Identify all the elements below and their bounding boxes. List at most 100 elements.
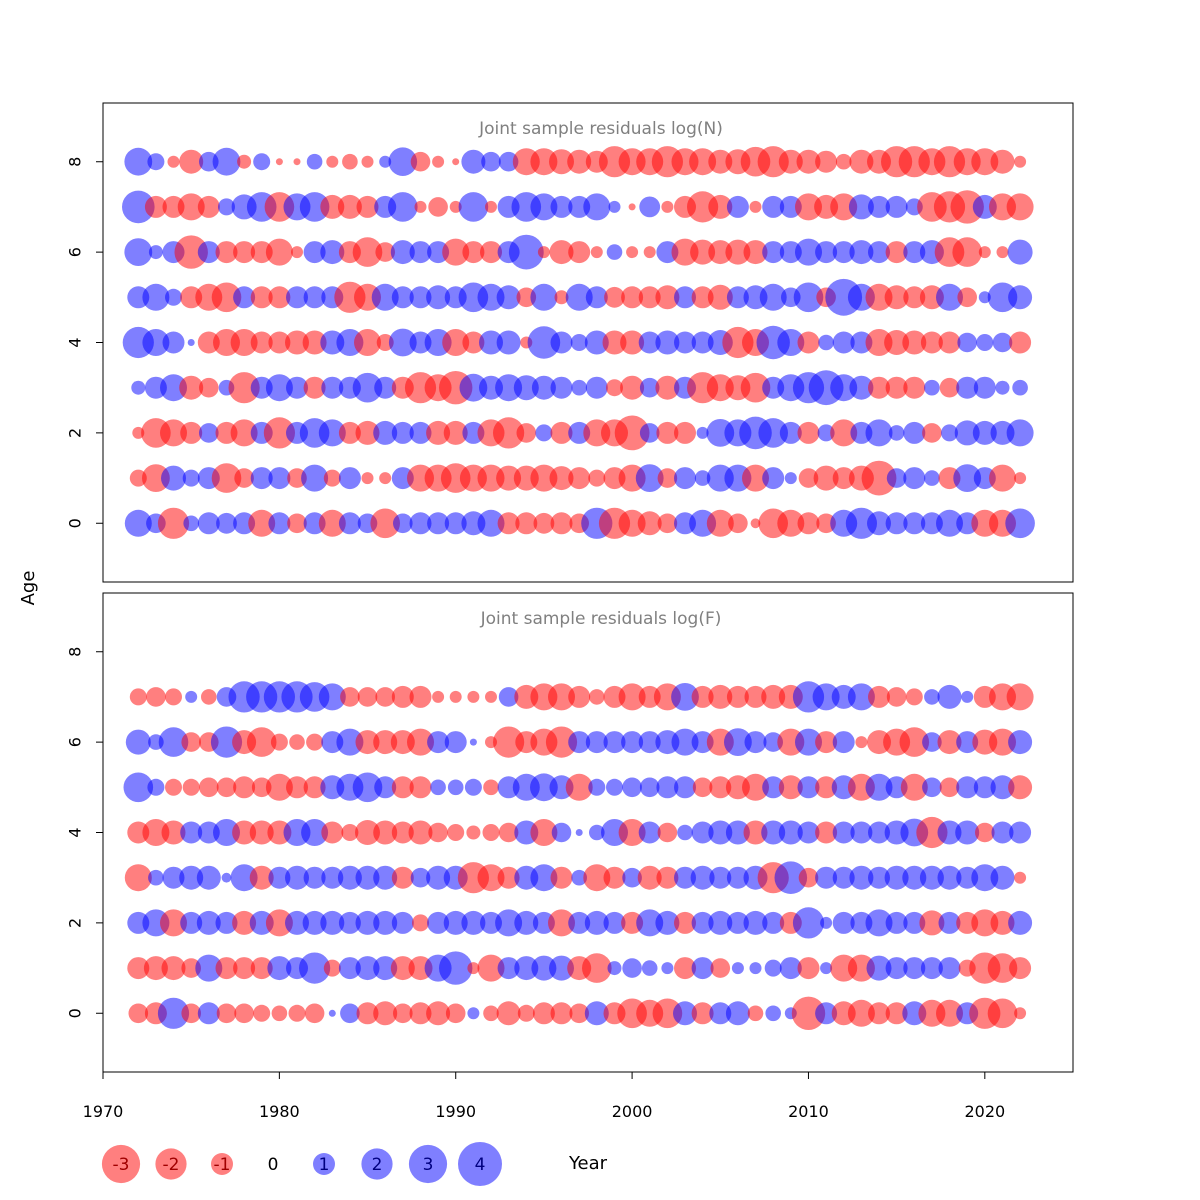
bubble-age2-2017: [919, 910, 945, 936]
bubble-age3-1998: [583, 864, 611, 892]
bubble-age0-1994: [517, 1004, 535, 1022]
bubble-age8-1983: [326, 155, 339, 168]
bubble-age4-1986: [373, 820, 398, 845]
bubble-age3-1983: [321, 376, 344, 399]
bubble-age4-1977: [213, 819, 240, 846]
bubble-age1-1995: [531, 955, 557, 981]
bubble-age1-2011: [813, 465, 839, 491]
bubble-age4-1997: [575, 829, 583, 836]
legend-label: 1: [319, 1155, 330, 1175]
bubble-age1-1984: [338, 467, 361, 490]
bubble-age0-1988: [409, 1002, 432, 1025]
bubble-age6-1972: [124, 238, 153, 266]
bubble-age3-1993: [495, 374, 523, 402]
bubble-age4-2016: [902, 330, 927, 355]
bubble-age0-1998: [584, 1001, 609, 1026]
bubble-age4-1993: [498, 822, 519, 843]
bubble-age5-2010: [793, 282, 824, 313]
bubble-age2-1993: [495, 909, 523, 937]
bubble-age4-1991: [462, 331, 485, 354]
bubble-age8-1995: [530, 148, 558, 176]
bubble-age3-1976: [196, 865, 221, 890]
bubble-age1-1977: [211, 463, 242, 493]
bubble-age5-2014: [865, 773, 893, 801]
bubble-age6-2004: [690, 239, 716, 265]
bubble-age3-2018: [939, 377, 960, 398]
bubble-age3-1994: [513, 375, 539, 401]
bubble-age1-1990: [439, 951, 473, 985]
bubble-age4-1979: [250, 331, 273, 354]
bubble-age1-1992: [477, 464, 505, 492]
bubble-age1-1972: [127, 957, 150, 980]
bubble-age7-1990: [449, 200, 462, 213]
bubble-age2-1983: [318, 419, 346, 447]
bubble-age6-1982: [306, 733, 324, 751]
bubble-age6-2012: [832, 731, 855, 754]
bubble-age4-1998: [584, 330, 609, 355]
bubble-age1-2009: [779, 957, 802, 980]
bubble-age3-2002: [655, 375, 680, 400]
bubble-age7-2010: [795, 193, 822, 221]
bubble-age6-2013: [849, 240, 874, 265]
bubble-age1-1999: [607, 961, 622, 976]
bubble-age3-1996: [550, 866, 573, 889]
bubble-age6-1990: [444, 731, 467, 754]
bubble-age1-2012: [832, 467, 855, 490]
bubble-age7-1998: [583, 193, 611, 221]
bubble-age5-1973: [147, 778, 165, 796]
bubble-age1-2003: [674, 957, 696, 980]
bubble-age6-2017: [922, 732, 942, 752]
bubble-age1-1972: [129, 469, 147, 487]
bubble-age1-1987: [390, 956, 415, 981]
bubble-age2-2015: [888, 425, 905, 441]
bubble-age5-2020: [978, 291, 991, 304]
panel-title: Joint sample residuals log(N): [478, 119, 723, 139]
bubble-age0-1974: [157, 507, 190, 539]
x-tick-label: 1990: [435, 1102, 476, 1121]
bubble-age0-2008: [765, 1005, 781, 1022]
bubble-age1-1973: [142, 464, 170, 492]
bubble-age1-2008: [764, 959, 782, 977]
bubble-age2-2002: [655, 910, 680, 935]
bubble-age2-2021: [990, 910, 1015, 935]
bubble-age1-2002: [661, 962, 674, 975]
bubble-age4-2006: [725, 820, 750, 845]
bubble-age6-2007: [744, 731, 767, 754]
bubble-age5-2005: [709, 776, 732, 799]
legend-bubble: [155, 1148, 187, 1180]
bubble-age0-1980: [271, 1005, 288, 1022]
panel-log-n: Joint sample residuals log(N) 0 2 4 6 8: [66, 102, 1074, 583]
bubble-age5-1988: [409, 286, 432, 309]
y-tick-label: 0: [66, 518, 85, 528]
bubble-age1-1985: [355, 956, 380, 981]
bubble-age0-1988: [409, 512, 432, 535]
bubble-age7-2008: [761, 684, 786, 709]
bubble-age1-1974: [161, 465, 186, 491]
bubble-age3-2011: [815, 866, 838, 889]
bubble-age2-2004: [691, 911, 714, 934]
bubble-age2-1985: [355, 420, 380, 445]
bubble-age1-1994: [514, 956, 539, 981]
bubble-age6-1999: [603, 731, 626, 754]
bubble-age6-2015: [885, 241, 908, 264]
bubble-age2-1984: [338, 911, 361, 934]
bubble-age0-1989: [426, 1001, 451, 1026]
bubble-age2-2000: [614, 415, 650, 451]
bubble-age0-1979: [248, 509, 276, 537]
bubble-age6-1986: [375, 242, 396, 262]
bubble-age3-1988: [410, 867, 431, 888]
bubble-age2-1975: [180, 421, 203, 444]
bubble-age4-1978: [230, 329, 258, 356]
bubble-age5-2018: [939, 777, 960, 798]
bubble-age1-2018: [938, 957, 961, 980]
bubble-age3-2021: [990, 865, 1015, 890]
bubble-age6-2022: [1007, 239, 1033, 265]
bubble-age3-1993: [497, 866, 520, 889]
bubble-age4-2021: [991, 821, 1014, 844]
bubble-age5-1977: [216, 777, 237, 798]
bubble-age3-1976: [199, 377, 219, 398]
bubble-age1-1982: [299, 952, 331, 984]
bubble-age0-1983: [318, 509, 346, 537]
bubble-age7-2018: [937, 684, 962, 709]
